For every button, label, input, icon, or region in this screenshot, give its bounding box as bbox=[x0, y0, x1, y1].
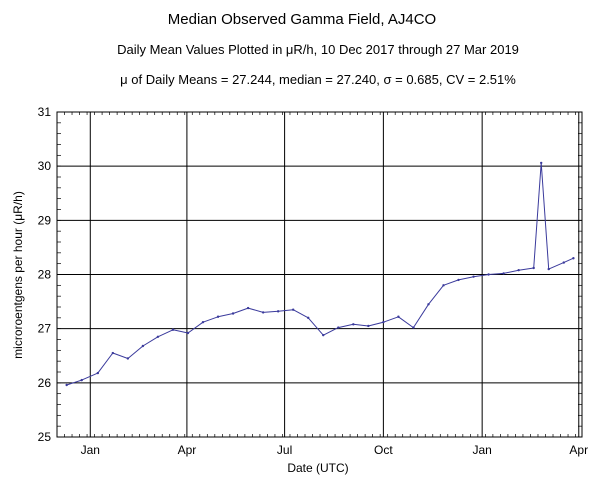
data-point bbox=[412, 326, 415, 329]
y-tick-label: 25 bbox=[38, 430, 52, 444]
y-tick-label: 27 bbox=[38, 322, 52, 336]
data-point bbox=[171, 328, 175, 331]
data-point bbox=[80, 378, 83, 382]
data-point bbox=[547, 267, 550, 271]
data-point bbox=[397, 315, 400, 318]
data-point bbox=[126, 357, 130, 360]
series-line bbox=[66, 162, 574, 386]
data-point bbox=[367, 324, 370, 328]
x-tick-label: Apr bbox=[569, 443, 588, 457]
data-point bbox=[322, 333, 325, 337]
data-point bbox=[532, 266, 535, 270]
y-axis-label: microroentgens per hour (μR/h) bbox=[11, 191, 25, 359]
data-point bbox=[307, 316, 310, 320]
data-point bbox=[201, 320, 205, 324]
data-point bbox=[457, 278, 460, 282]
data-point bbox=[156, 335, 160, 338]
data-point bbox=[572, 257, 575, 260]
data-point bbox=[562, 261, 565, 264]
chart-stats: μ of Daily Means = 27.244, median = 27.2… bbox=[120, 72, 516, 87]
y-tick-label: 26 bbox=[38, 376, 52, 390]
data-point bbox=[276, 310, 280, 313]
data-point bbox=[65, 383, 68, 387]
plot-frame bbox=[56, 111, 583, 438]
x-tick-label: Apr bbox=[178, 443, 197, 457]
x-tick-label: Jul bbox=[277, 443, 292, 457]
chart-title: Median Observed Gamma Field, AJ4CO bbox=[168, 11, 436, 28]
data-point bbox=[487, 273, 490, 276]
data-point bbox=[517, 268, 520, 272]
data-point bbox=[111, 351, 115, 355]
x-tick-label: Jan bbox=[472, 443, 491, 457]
data-point bbox=[442, 284, 445, 287]
x-tick-label: Jan bbox=[81, 443, 100, 457]
data-point bbox=[246, 306, 250, 310]
data-point bbox=[261, 311, 265, 314]
x-axis-label: Date (UTC) bbox=[287, 461, 348, 475]
data-point bbox=[216, 315, 220, 318]
data-point bbox=[291, 308, 295, 311]
chart-subtitle: Daily Mean Values Plotted in μR/h, 10 De… bbox=[117, 42, 519, 57]
data-point bbox=[427, 303, 430, 306]
data-point bbox=[337, 326, 340, 329]
data-point bbox=[472, 275, 475, 278]
y-tick-label: 30 bbox=[38, 159, 52, 173]
x-tick-label: Oct bbox=[374, 443, 393, 457]
data-point bbox=[502, 272, 505, 275]
y-tick-label: 31 bbox=[38, 105, 52, 119]
y-tick-label: 28 bbox=[38, 268, 52, 282]
data-point bbox=[540, 161, 543, 165]
data-point bbox=[352, 323, 355, 326]
data-point bbox=[96, 371, 99, 375]
data-point bbox=[231, 312, 235, 315]
data-point bbox=[141, 344, 145, 348]
data-point bbox=[382, 320, 385, 324]
data-point bbox=[186, 331, 190, 335]
y-tick-label: 29 bbox=[38, 213, 52, 227]
